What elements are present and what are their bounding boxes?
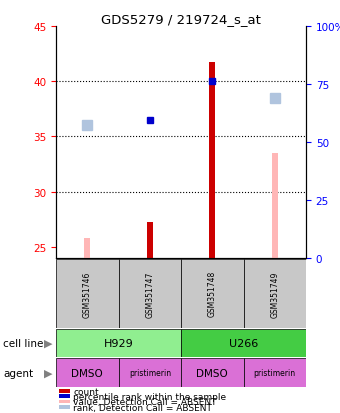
Text: pristimerin: pristimerin [254,368,296,377]
Bar [181,329,306,357]
Text: count: count [73,387,99,396]
Text: GSM351746: GSM351746 [83,271,92,317]
Text: ▶: ▶ [44,338,53,348]
Text: agent: agent [3,368,34,378]
Bar [84,238,90,258]
Text: cell line: cell line [3,338,44,348]
Bar [181,259,243,328]
Text: DMSO: DMSO [197,368,228,378]
Bar [56,358,119,387]
Text: rank, Detection Call = ABSENT: rank, Detection Call = ABSENT [73,403,212,412]
Bar [272,154,278,258]
Bar [147,223,153,258]
Bar [181,358,243,387]
Text: GSM351749: GSM351749 [270,271,279,317]
Bar [56,329,181,357]
Bar [56,259,119,328]
Text: GSM351748: GSM351748 [208,271,217,317]
Bar [119,259,181,328]
Bar [243,259,306,328]
Text: value, Detection Call = ABSENT: value, Detection Call = ABSENT [73,397,217,406]
Bar [119,358,181,387]
Text: DMSO: DMSO [71,368,103,378]
Text: percentile rank within the sample: percentile rank within the sample [73,392,226,401]
Bar [209,63,216,258]
Text: pristimerin: pristimerin [129,368,171,377]
Bar [243,358,306,387]
Text: ▶: ▶ [44,368,53,378]
Title: GDS5279 / 219724_s_at: GDS5279 / 219724_s_at [101,13,261,26]
Text: U266: U266 [229,338,258,348]
Text: H929: H929 [104,338,133,348]
Text: GSM351747: GSM351747 [145,271,154,317]
